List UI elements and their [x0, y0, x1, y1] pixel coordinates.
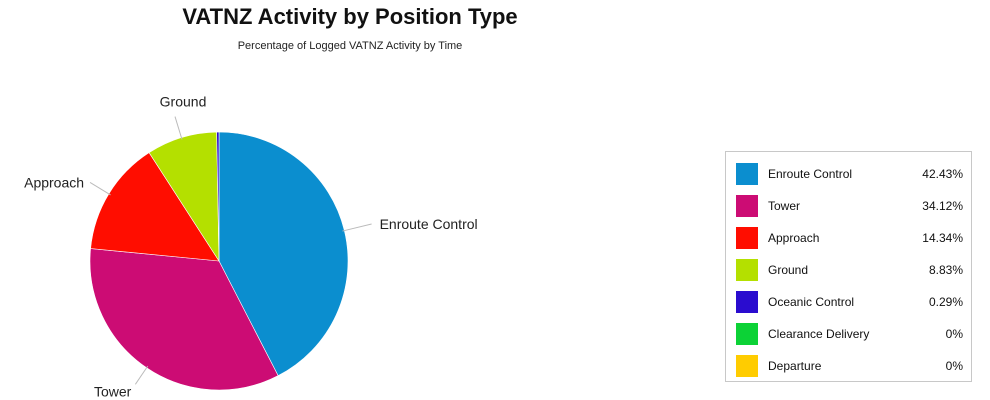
chart-title: VATNZ Activity by Position Type: [182, 4, 518, 29]
legend-swatch-oceanic-control: [736, 291, 758, 313]
legend-swatch-ground: [736, 259, 758, 281]
legend-value-approach: 14.34%: [922, 231, 963, 245]
chart-legend: Enroute Control 42.43% Tower 34.12% Approach…: [725, 151, 972, 382]
legend-swatch-approach: [736, 227, 758, 249]
leader-line-tower: [134, 365, 149, 385]
legend-value-tower: 34.12%: [922, 199, 963, 213]
legend-item-clearance-delivery[interactable]: Clearance Delivery 0%: [736, 318, 963, 350]
pie-chart: Enroute Control Tower Approach Ground: [24, 94, 478, 400]
legend-swatch-departure: [736, 355, 758, 377]
legend-swatch-tower: [736, 195, 758, 217]
legend-label-departure: Departure: [768, 359, 822, 373]
legend-label-oceanic-control: Oceanic Control: [768, 295, 855, 309]
leader-line-enroute-control: [342, 223, 372, 232]
slice-label-approach: Approach: [24, 174, 84, 190]
legend-item-oceanic-control[interactable]: Oceanic Control 0.29%: [736, 286, 963, 318]
legend-item-tower[interactable]: Tower 34.12%: [736, 190, 963, 222]
slice-label-tower: Tower: [94, 383, 132, 399]
legend-value-clearance-delivery: 0%: [945, 327, 963, 341]
legend-swatch-clearance-delivery: [736, 323, 758, 345]
legend-item-approach[interactable]: Approach 14.34%: [736, 222, 963, 254]
pie-label-leaders: [89, 116, 372, 385]
legend-label-tower: Tower: [768, 199, 801, 213]
pie-labels: Enroute Control Tower Approach Ground: [24, 94, 478, 400]
pie-slice-oceanic-control[interactable]: [216, 131, 220, 262]
legend-item-ground[interactable]: Ground 8.83%: [736, 254, 963, 286]
legend-swatch-enroute-control: [736, 163, 758, 185]
slice-label-ground: Ground: [160, 94, 207, 110]
legend-value-departure: 0%: [945, 359, 963, 373]
legend-label-ground: Ground: [768, 263, 809, 277]
legend-item-departure[interactable]: Departure 0%: [736, 350, 963, 382]
leader-line-approach: [89, 181, 111, 196]
legend-value-ground: 8.83%: [928, 263, 963, 277]
leader-line-ground: [174, 116, 183, 140]
slice-label-enroute-control: Enroute Control: [380, 216, 478, 232]
legend-value-enroute-control: 42.43%: [922, 167, 963, 181]
legend-item-enroute-control[interactable]: Enroute Control 42.43%: [736, 158, 963, 190]
legend-label-clearance-delivery: Clearance Delivery: [768, 327, 870, 341]
chart-subtitle: Percentage of Logged VATNZ Activity by T…: [237, 40, 463, 52]
legend-value-oceanic-control: 0.29%: [928, 295, 963, 309]
legend-label-approach: Approach: [768, 231, 820, 245]
pie-slices: [89, 131, 349, 391]
legend-label-enroute-control: Enroute Control: [768, 167, 853, 181]
